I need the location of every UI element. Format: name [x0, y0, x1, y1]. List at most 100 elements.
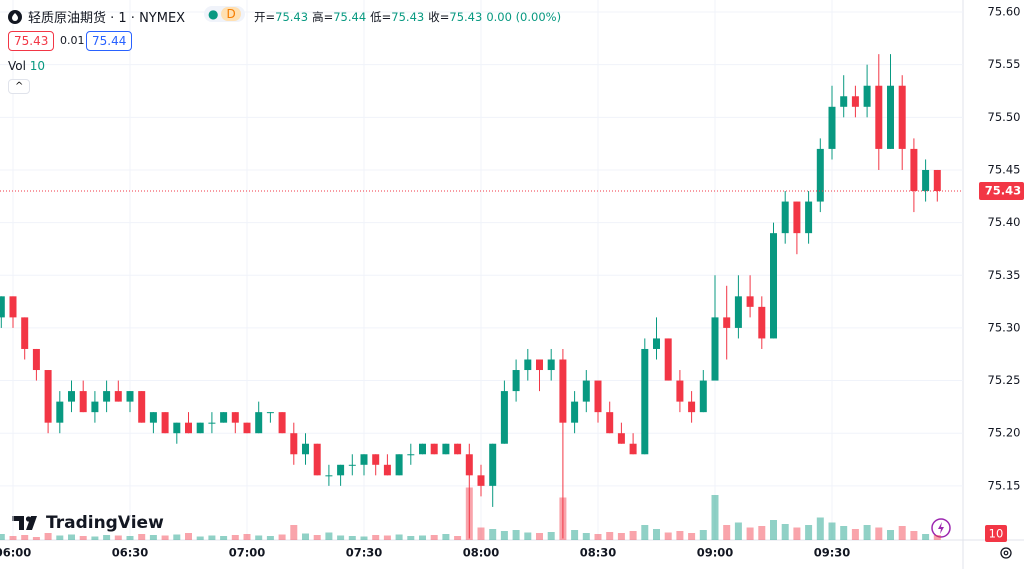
volume-bar [933, 535, 941, 540]
volume-bar [536, 533, 543, 540]
volume-bar [676, 531, 684, 540]
candle-body [325, 475, 333, 477]
candle-body [290, 433, 298, 455]
volume-bar [887, 530, 894, 540]
candle-body [126, 391, 134, 402]
candle-body [173, 422, 181, 434]
ohlc-value: 75.43 [449, 10, 483, 24]
volume-bar [711, 495, 719, 540]
candle-body [582, 380, 590, 402]
y-tick-label: 75.55 [988, 57, 1021, 71]
volume-bar [220, 536, 228, 540]
volume-bar [582, 533, 590, 540]
ohlc-legend: 开=75.43 高=75.44 低=75.43 收=75.43 0.00 (0.00%) [254, 9, 561, 25]
volume-bar [302, 533, 309, 540]
candle-body [138, 391, 146, 423]
candle-body [465, 454, 473, 476]
last-price-label: 75.43 [985, 184, 1021, 198]
volume-bar [313, 535, 321, 540]
candle-body [208, 422, 216, 424]
status-badges: ● D [204, 6, 245, 22]
volume-bar [21, 535, 29, 540]
candle-body [430, 443, 438, 455]
x-tick-label: 09:30 [814, 546, 851, 560]
candle-body [149, 412, 157, 423]
x-tick-label: 08:00 [463, 546, 500, 560]
spread: 0.01 [60, 34, 85, 47]
volume-bar [898, 526, 906, 540]
candle-body [840, 96, 848, 107]
candle-body [56, 401, 64, 423]
candle-body [922, 169, 930, 192]
lightning-button[interactable] [931, 518, 951, 538]
candle-body [21, 317, 29, 349]
candle-body [477, 475, 485, 486]
gear-icon[interactable] [1000, 547, 1012, 559]
bid-box[interactable]: 75.43 [8, 31, 55, 51]
candle-body [395, 454, 403, 476]
volume-bar [571, 530, 579, 540]
candle-body [454, 443, 462, 455]
header: 轻质原油期货 · 1 · NYMEX [8, 7, 185, 26]
candle-body [512, 370, 520, 392]
volume-bar [641, 525, 649, 540]
candle-body [196, 422, 204, 434]
volume-bar [734, 522, 742, 540]
candle-body [32, 348, 40, 371]
candle-body [407, 454, 415, 456]
volume-bar [617, 533, 625, 540]
candle-body [91, 401, 99, 413]
y-tick-label: 75.35 [988, 268, 1021, 282]
volume-bar [243, 534, 251, 540]
settings-button[interactable] [1000, 547, 1012, 559]
volume-bar [325, 532, 333, 540]
candle-body [114, 391, 122, 402]
volume-bar [477, 527, 485, 540]
candle-body [746, 296, 754, 307]
candle-body [536, 359, 543, 371]
volume-bar [922, 534, 930, 540]
x-tick-label: 06:00 [0, 546, 31, 560]
candle-body [161, 412, 169, 434]
ask-box[interactable]: 75.44 [86, 31, 133, 51]
volume-bar [161, 535, 169, 540]
y-tick-label: 75.15 [988, 478, 1021, 492]
volume-bar [138, 534, 146, 540]
volume-bar [266, 536, 274, 540]
logo-mark [12, 516, 37, 530]
ohlc-value: 75.43 [275, 10, 309, 24]
gear-center[interactable] [1003, 550, 1009, 556]
ohlc-value: 75.44 [333, 10, 367, 24]
x-tick-label: 08:30 [580, 546, 617, 560]
candle-body [302, 443, 309, 455]
volume-bar [56, 535, 64, 540]
lightning-icon[interactable] [938, 522, 944, 534]
candle-body [372, 454, 380, 465]
candle-body [793, 201, 801, 234]
candle-body [442, 443, 450, 455]
candle-body [278, 412, 286, 434]
volume-bar [629, 531, 637, 540]
candle-body [266, 412, 274, 414]
chart-title: 轻质原油期货 · 1 · NYMEX [28, 11, 186, 26]
volume-bar [770, 520, 777, 540]
volume-legend: Vol 10 [8, 59, 45, 73]
volume-bar [9, 536, 17, 540]
volume-bar [372, 535, 380, 540]
last-price-box [979, 182, 1024, 201]
logo-dot [25, 516, 32, 522]
collapse-button[interactable]: ^ [8, 79, 31, 94]
candle-body [828, 106, 836, 149]
candle-body [887, 85, 894, 149]
candle-body [348, 464, 356, 466]
ohlc-value: 75.43 [391, 10, 425, 24]
candle-body [360, 454, 368, 465]
candle-body [500, 391, 508, 444]
candle-body [337, 464, 345, 476]
volume-bar [863, 525, 871, 540]
candle-body [641, 348, 649, 455]
volume-bar [840, 526, 848, 540]
volume-bar [500, 531, 508, 540]
watermark: TradingView [46, 513, 164, 533]
